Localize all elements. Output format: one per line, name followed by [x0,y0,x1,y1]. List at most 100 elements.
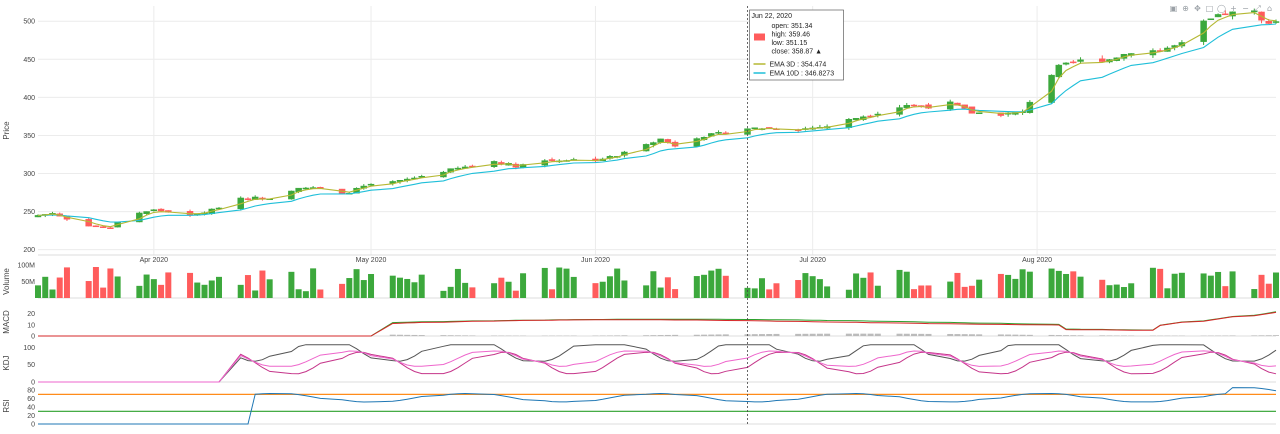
volume-bar[interactable] [1106,285,1113,298]
volume-bar[interactable] [440,290,447,298]
volume-bar[interactable] [664,277,671,298]
volume-bar[interactable] [614,268,621,298]
rsi-panel[interactable] [38,387,1277,425]
volume-bar[interactable] [447,286,454,298]
volume-bar[interactable] [100,287,107,298]
candle[interactable] [1207,18,1215,21]
volume-bar[interactable] [35,285,41,298]
candle[interactable] [1070,59,1077,64]
volume-bar[interactable] [310,268,317,298]
candle[interactable] [418,174,425,178]
volume-bar[interactable] [107,268,114,298]
volume-bar[interactable] [244,275,251,298]
candle[interactable] [1222,10,1229,16]
volume-bar[interactable] [606,276,613,298]
volume-bar[interactable] [556,267,563,298]
volume-bar[interactable] [418,274,425,298]
volume-bar[interactable] [1207,275,1214,298]
volume-bar[interactable] [657,287,664,298]
volume-bar[interactable] [947,281,954,298]
volume-bar[interactable] [1222,286,1229,298]
price-panel[interactable] [34,8,1280,229]
volume-bar[interactable] [1048,268,1055,298]
volume-bar[interactable] [266,279,273,298]
volume-bar[interactable] [505,281,512,298]
autoscale-icon[interactable]: ⤢ [1254,4,1261,13]
lasso-icon[interactable]: ◯ [1217,4,1226,13]
volume-bar[interactable] [715,268,722,298]
volume-bar[interactable] [288,271,295,298]
volume-bar[interactable] [918,285,925,298]
volume-bar[interactable] [1251,289,1258,298]
volume-bar[interactable] [592,283,599,298]
candle[interactable] [150,209,158,212]
volume-bar[interactable] [1215,271,1222,298]
volume-bar[interactable] [1258,274,1265,298]
volume-bar[interactable] [143,274,150,298]
volume-bar[interactable] [1019,269,1026,298]
candle[interactable] [1062,62,1070,66]
volume-bar[interactable] [411,282,418,298]
candle[interactable] [1048,74,1055,104]
volume-bar[interactable] [860,277,867,298]
volume-bar[interactable] [1265,283,1272,298]
volume-bar[interactable] [867,272,874,298]
volume-bar[interactable] [158,284,165,298]
volume-bar[interactable] [1229,271,1236,298]
volume-bar[interactable] [1026,271,1033,298]
volume-bar[interactable] [1099,279,1106,298]
candle[interactable] [107,227,114,229]
volume-bar[interactable] [976,279,983,298]
volume-panel[interactable] [35,267,1279,298]
volume-bar[interactable] [911,289,918,298]
volume-bar[interactable] [1273,272,1279,298]
volume-bar[interactable] [396,277,403,298]
volume-bar[interactable] [491,283,498,298]
candle[interactable] [34,214,42,218]
volume-bar[interactable] [389,275,396,298]
volume-bar[interactable] [809,276,816,298]
candle[interactable] [874,111,882,118]
candle[interactable] [143,211,150,215]
volume-bar[interactable] [454,268,461,298]
volume-bar[interactable] [621,280,628,298]
volume-bar[interactable] [42,276,49,298]
volume-bar[interactable] [802,273,809,298]
volume-bar[interactable] [512,290,519,298]
volume-bar[interactable] [295,289,302,298]
volume-bar[interactable] [968,285,975,298]
volume-bar[interactable] [187,272,194,298]
volume-bar[interactable] [165,272,172,298]
volume-bar[interactable] [903,271,910,298]
volume-bar[interactable] [150,279,157,298]
volume-bar[interactable] [237,284,244,298]
volume-bar[interactable] [845,289,852,298]
volume-bar[interactable] [215,276,222,298]
volume-bar[interactable] [368,274,375,298]
volume-bar[interactable] [650,271,657,298]
volume-bar[interactable] [1149,267,1156,298]
volume-bar[interactable] [462,282,469,298]
volume-bar[interactable] [1157,268,1164,298]
volume-bar[interactable] [874,285,881,298]
volume-bar[interactable] [1200,273,1207,298]
volume-bar[interactable] [853,273,860,298]
candle[interactable] [454,166,462,170]
volume-bar[interactable] [925,285,932,298]
volume-bar[interactable] [997,273,1004,298]
zoom-out-icon[interactable]: − [1242,4,1249,13]
volume-bar[interactable] [1113,284,1120,298]
volume-bar[interactable] [751,288,758,298]
volume-bar[interactable] [404,278,411,298]
volume-bar[interactable] [643,285,650,298]
candle[interactable] [751,127,758,130]
candle[interactable] [1251,8,1258,15]
kdj-panel[interactable] [38,344,1277,383]
candle[interactable] [1272,19,1280,24]
volume-bar[interactable] [744,287,751,298]
candle[interactable] [925,102,932,110]
volume-bar[interactable] [92,267,99,298]
candle[interactable] [1178,40,1186,49]
volume-bar[interactable] [136,285,143,298]
candle[interactable] [715,130,722,135]
